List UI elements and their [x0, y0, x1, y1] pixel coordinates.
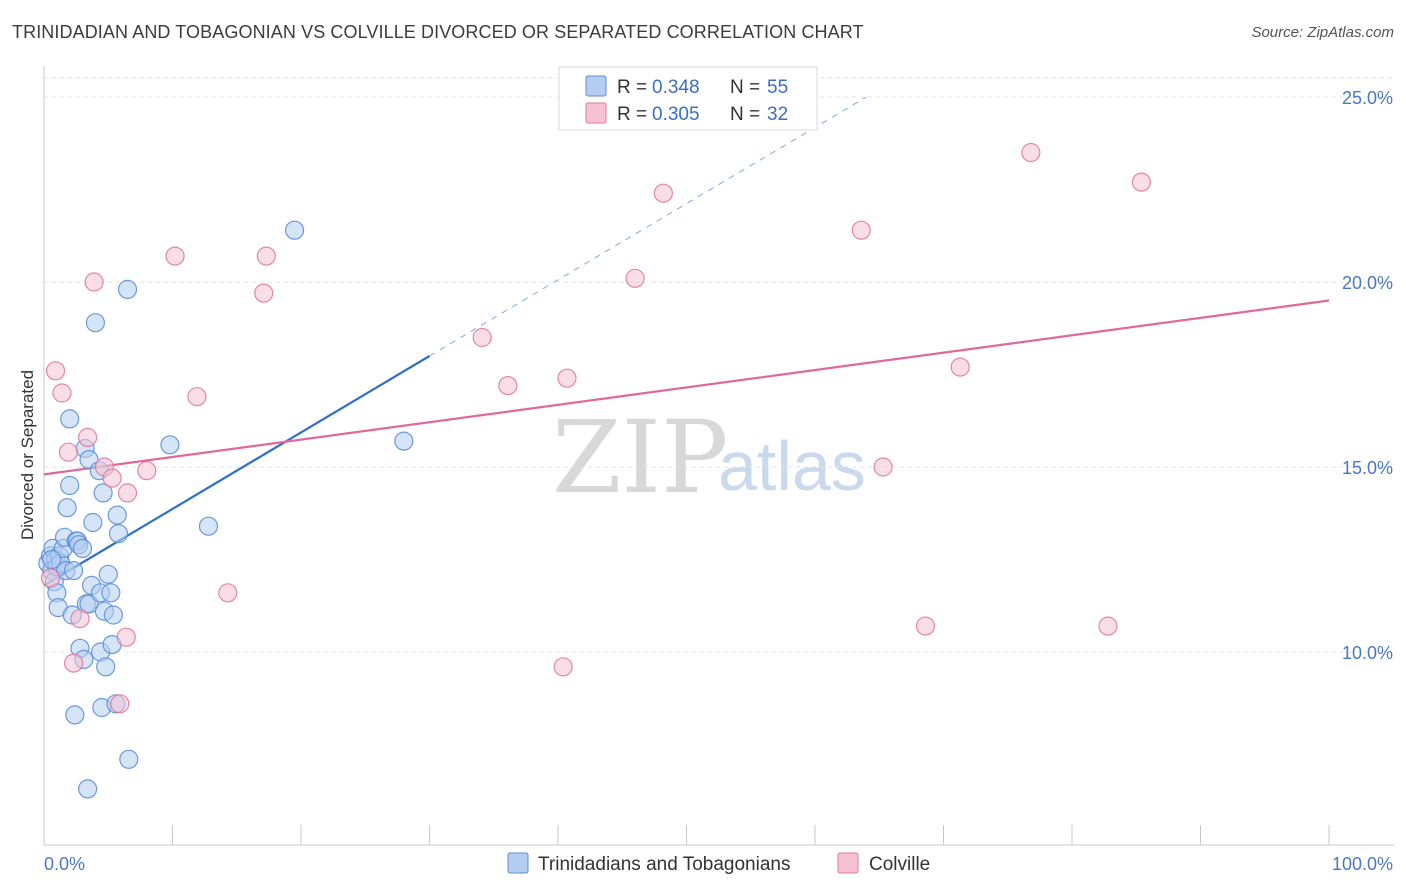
bottom-legend-label-pink: Colville	[869, 854, 930, 875]
y-tick-label-20: 20.0%	[1342, 273, 1393, 293]
point-colville-24	[653, 183, 673, 203]
point-colville-3	[58, 442, 79, 462]
point-colville-18	[256, 246, 276, 266]
point-colville-13	[137, 461, 157, 481]
legend-r-label-blue: R =	[617, 77, 647, 98]
data-points	[38, 142, 1151, 799]
point-colville-2	[52, 383, 72, 403]
point-colville-11	[116, 627, 136, 647]
point-trinidadian-42	[101, 583, 121, 603]
point-colville-5	[70, 609, 90, 629]
y-tick-label-10: 10.0%	[1342, 643, 1393, 663]
point-trinidadian-19	[65, 705, 85, 725]
point-colville-17	[254, 283, 274, 303]
point-colville-26	[873, 457, 893, 477]
point-trinidadian-53	[394, 431, 414, 451]
point-colville-30	[1098, 616, 1118, 636]
chart-title: TRINIDADIAN AND TOBAGONIAN VS COLVILLE D…	[12, 22, 864, 42]
point-trinidadian-18	[63, 560, 84, 581]
point-trinidadian-32	[83, 512, 103, 533]
point-trinidadian-15	[60, 475, 80, 496]
source-credit: Source: ZipAtlas.com	[1251, 24, 1394, 41]
point-trinidadian-44	[103, 605, 123, 625]
point-colville-28	[950, 357, 970, 377]
point-trinidadian-41	[98, 564, 118, 584]
point-trinidadian-33	[85, 313, 106, 333]
point-colville-29	[1021, 142, 1041, 163]
point-colville-10	[110, 694, 130, 714]
trend-lines	[43, 96, 1330, 587]
point-trinidadian-47	[108, 523, 129, 544]
point-colville-1	[45, 361, 66, 381]
legend-n-value-pink: 32	[767, 104, 788, 125]
legend-n-label-blue: N =	[730, 77, 760, 98]
point-trinidadian-54	[42, 549, 62, 570]
point-trinidadian-38	[93, 483, 113, 503]
trend-line-trinidadian	[43, 355, 431, 587]
legend-box: R = 0.348 N = 55 R = 0.305 N = 32	[558, 66, 818, 131]
point-colville-4	[63, 653, 84, 673]
watermark-atlas: atlas	[718, 427, 866, 505]
point-colville-22	[557, 368, 577, 388]
point-colville-31	[1131, 172, 1151, 192]
x-tick-label-min: 0.0%	[44, 854, 85, 874]
point-colville-23	[625, 268, 645, 288]
point-colville-21	[553, 657, 573, 677]
legend-swatch-pink	[585, 102, 607, 124]
point-trinidadian-28	[79, 594, 99, 614]
point-colville-9	[102, 468, 122, 488]
trend-extension-trinidadian	[429, 96, 867, 357]
axes	[43, 66, 1394, 846]
trend-line-colville	[43, 299, 1330, 476]
point-trinidadian-24	[72, 538, 93, 559]
point-trinidadian-14	[57, 498, 77, 518]
point-colville-12	[117, 483, 138, 503]
point-trinidadian-50	[160, 435, 180, 455]
point-colville-27	[915, 616, 936, 636]
y-tick-label-15: 15.0%	[1342, 458, 1393, 478]
point-trinidadian-49	[119, 749, 139, 769]
point-trinidadian-46	[107, 505, 127, 525]
legend-n-label-pink: N =	[730, 104, 760, 125]
legend-swatch-blue	[585, 75, 607, 97]
point-colville-7	[84, 272, 104, 292]
point-trinidadian-52	[284, 220, 305, 240]
point-trinidadian-48	[117, 279, 138, 299]
tick-labels: 10.0% 15.0% 20.0% 25.0% 0.0% 100.0%	[44, 88, 1393, 874]
legend-n-value-blue: 55	[767, 77, 788, 98]
point-colville-20	[498, 376, 518, 396]
point-trinidadian-51	[198, 516, 219, 536]
bottom-legend-swatch-pink	[837, 852, 859, 874]
point-colville-19	[472, 327, 492, 348]
bottom-legend: Trinidadians and Tobagonians Colville	[507, 852, 930, 875]
point-colville-16	[218, 583, 238, 603]
point-colville-0	[40, 568, 61, 588]
point-colville-14	[165, 246, 185, 266]
point-colville-15	[187, 387, 207, 407]
bottom-legend-swatch-blue	[507, 852, 529, 874]
legend-r-label-pink: R =	[617, 104, 647, 125]
watermark-zip: ZIP	[552, 399, 728, 516]
point-colville-6	[78, 427, 98, 447]
point-trinidadian-30	[78, 779, 98, 799]
y-tick-label-25: 25.0%	[1342, 88, 1393, 108]
point-trinidadian-16	[60, 409, 80, 429]
y-axis-label: Divorced or Separated	[18, 370, 37, 540]
point-trinidadian-40	[96, 657, 116, 677]
legend-r-value-pink: 0.305	[652, 104, 700, 125]
grid-lines	[44, 77, 1394, 653]
legend-r-value-blue: 0.348	[652, 77, 700, 98]
bottom-legend-label-blue: Trinidadians and Tobagonians	[538, 854, 790, 875]
x-tick-label-max: 100.0%	[1332, 854, 1393, 874]
point-colville-25	[851, 220, 871, 240]
